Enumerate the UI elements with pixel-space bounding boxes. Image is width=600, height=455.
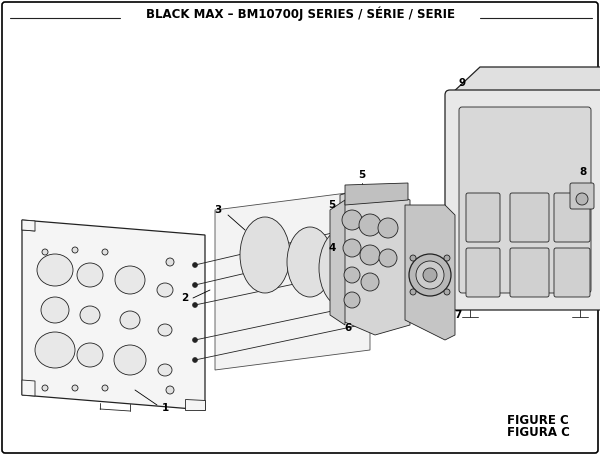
Circle shape <box>72 247 78 253</box>
Polygon shape <box>340 185 410 335</box>
Ellipse shape <box>344 292 360 308</box>
Ellipse shape <box>287 227 333 297</box>
Circle shape <box>193 283 197 288</box>
Text: BLACK MAX – BM10700J SERIES / SÉRIE / SERIE: BLACK MAX – BM10700J SERIES / SÉRIE / SE… <box>146 7 455 21</box>
Ellipse shape <box>35 332 75 368</box>
Ellipse shape <box>319 228 371 308</box>
Polygon shape <box>22 380 35 396</box>
Ellipse shape <box>114 345 146 375</box>
Ellipse shape <box>157 283 173 297</box>
Circle shape <box>102 385 108 391</box>
Polygon shape <box>405 205 455 340</box>
Circle shape <box>193 263 197 268</box>
Ellipse shape <box>37 254 73 286</box>
Ellipse shape <box>41 297 69 323</box>
FancyBboxPatch shape <box>570 183 594 209</box>
FancyBboxPatch shape <box>466 193 500 242</box>
Circle shape <box>42 249 48 255</box>
Ellipse shape <box>343 239 361 257</box>
Circle shape <box>367 266 373 271</box>
Ellipse shape <box>120 311 140 329</box>
Ellipse shape <box>342 210 362 230</box>
Ellipse shape <box>359 214 381 236</box>
FancyBboxPatch shape <box>554 193 590 242</box>
Ellipse shape <box>240 217 290 293</box>
FancyBboxPatch shape <box>510 248 549 297</box>
Circle shape <box>367 320 373 325</box>
Polygon shape <box>574 185 590 213</box>
Ellipse shape <box>158 364 172 376</box>
Text: 1: 1 <box>161 403 169 413</box>
Circle shape <box>193 358 197 363</box>
Bar <box>576 189 588 205</box>
Circle shape <box>193 303 197 308</box>
Circle shape <box>42 385 48 391</box>
Circle shape <box>166 386 174 394</box>
Polygon shape <box>345 183 408 205</box>
Text: 6: 6 <box>344 323 352 333</box>
FancyBboxPatch shape <box>466 248 500 297</box>
Text: 4: 4 <box>328 243 335 253</box>
Circle shape <box>72 385 78 391</box>
Ellipse shape <box>158 324 172 336</box>
FancyBboxPatch shape <box>459 107 591 293</box>
Ellipse shape <box>115 266 145 294</box>
Circle shape <box>576 193 588 205</box>
Text: 7: 7 <box>454 310 461 320</box>
FancyBboxPatch shape <box>510 193 549 242</box>
Ellipse shape <box>360 245 380 265</box>
Polygon shape <box>330 200 345 325</box>
Ellipse shape <box>77 343 103 367</box>
Text: 9: 9 <box>458 78 466 88</box>
Text: 2: 2 <box>181 293 188 303</box>
Ellipse shape <box>409 254 451 296</box>
Circle shape <box>166 258 174 266</box>
Text: 5: 5 <box>358 170 365 180</box>
Ellipse shape <box>379 249 397 267</box>
Circle shape <box>444 289 450 295</box>
Text: 3: 3 <box>214 205 221 215</box>
Polygon shape <box>22 220 35 231</box>
Ellipse shape <box>361 273 379 291</box>
Polygon shape <box>450 67 600 95</box>
Text: 5: 5 <box>328 200 335 210</box>
Polygon shape <box>185 399 205 410</box>
Circle shape <box>444 255 450 261</box>
Text: FIGURA C: FIGURA C <box>506 426 569 440</box>
Ellipse shape <box>77 263 103 287</box>
Circle shape <box>367 300 373 305</box>
Ellipse shape <box>423 268 437 282</box>
Ellipse shape <box>416 261 444 289</box>
Circle shape <box>343 228 347 233</box>
FancyBboxPatch shape <box>554 248 590 297</box>
Circle shape <box>410 255 416 261</box>
Text: FIGURE C: FIGURE C <box>507 414 569 426</box>
Circle shape <box>102 249 108 255</box>
Polygon shape <box>22 220 205 410</box>
FancyBboxPatch shape <box>445 90 600 310</box>
Circle shape <box>343 248 347 253</box>
Ellipse shape <box>344 267 360 283</box>
Text: 8: 8 <box>580 167 587 177</box>
Circle shape <box>410 289 416 295</box>
Polygon shape <box>215 190 370 370</box>
Circle shape <box>193 338 197 343</box>
Ellipse shape <box>378 218 398 238</box>
Ellipse shape <box>80 306 100 324</box>
